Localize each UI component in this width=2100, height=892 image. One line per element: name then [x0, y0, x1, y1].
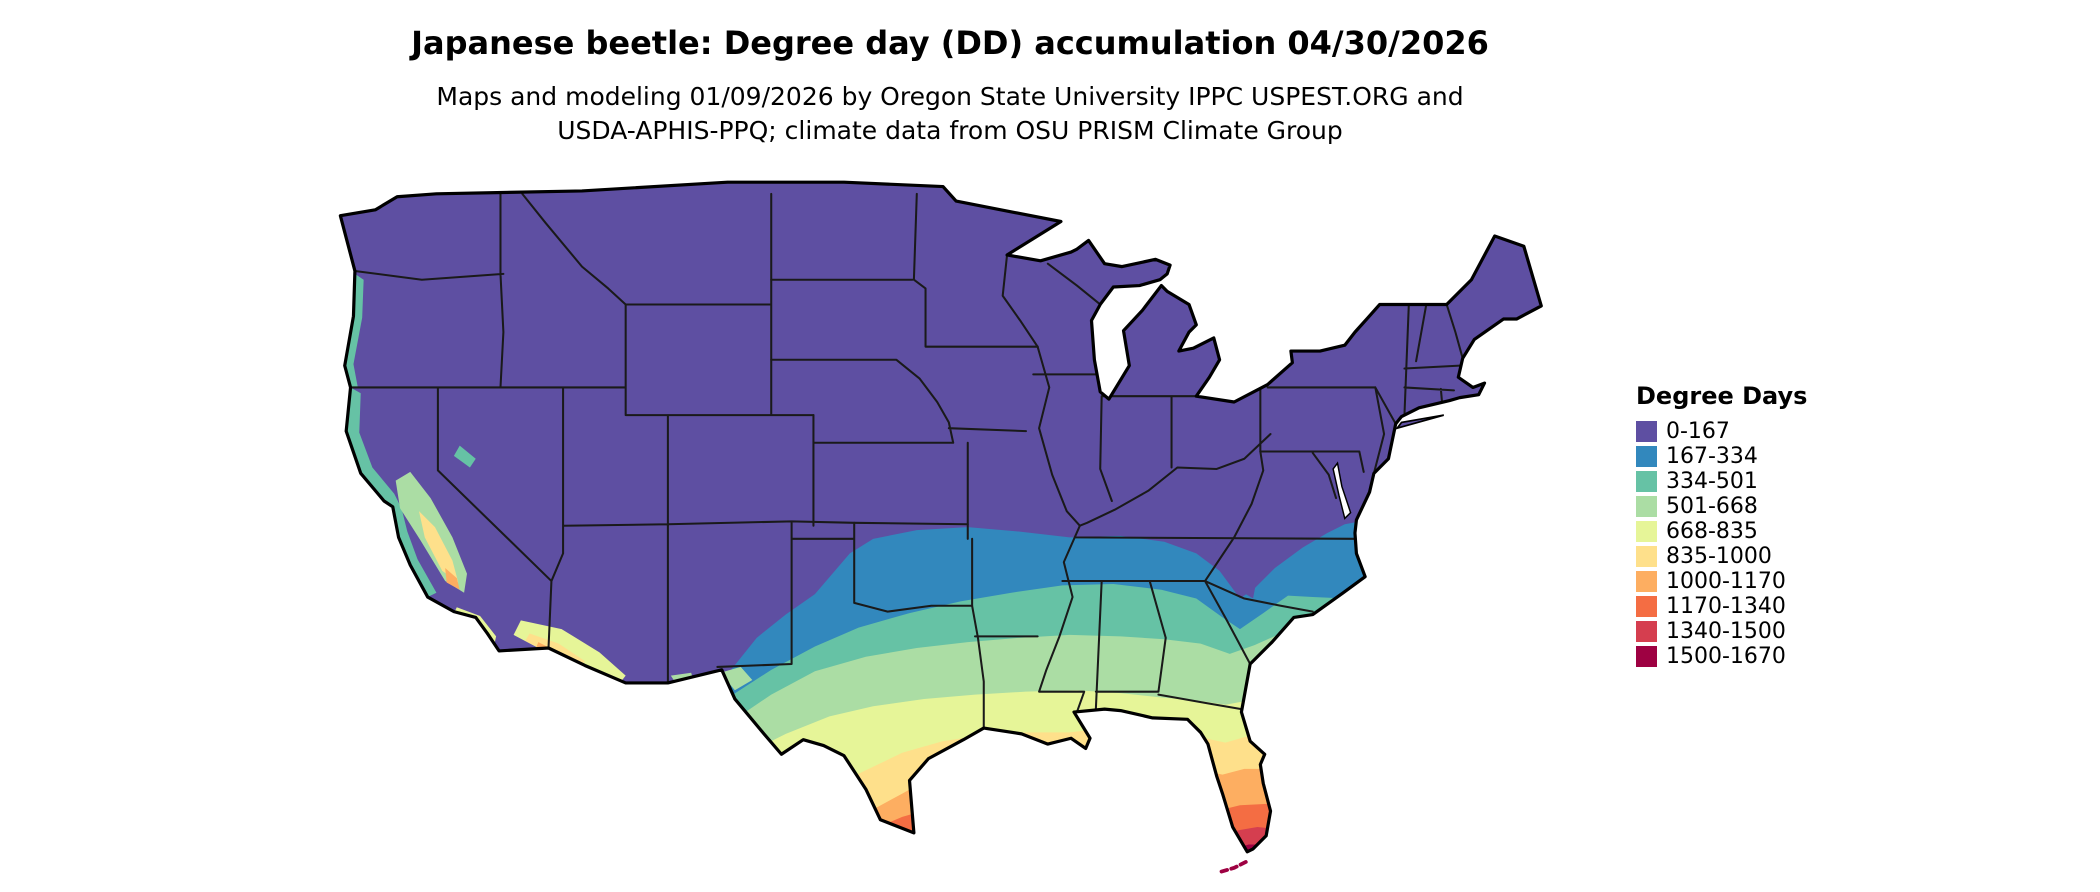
band-1000-1170 [844, 746, 1412, 852]
west-nevada-patch [453, 445, 476, 468]
band-0-167 [340, 182, 1542, 852]
legend-item: 501-668 [1636, 494, 1807, 519]
florida-keys [1217, 860, 1248, 875]
legend-swatch [1636, 646, 1657, 667]
legend-item: 668-835 [1636, 519, 1807, 544]
california-coast-patch [346, 387, 437, 598]
central-valley-orange-patch [445, 567, 460, 590]
legend-label: 1500-1670 [1666, 644, 1786, 669]
legend-label: 1340-1500 [1666, 619, 1786, 644]
legend: Degree Days 0-167 167-334 334-501 501-66… [1636, 382, 1807, 669]
legend-label: 334-501 [1666, 469, 1758, 494]
legend-label: 1170-1340 [1666, 594, 1786, 619]
legend-label: 0-167 [1666, 419, 1730, 444]
legend-swatch [1636, 421, 1657, 442]
band-1170-1340 [865, 803, 1412, 852]
legend-label: 668-835 [1666, 519, 1758, 544]
legend-item: 1340-1500 [1636, 619, 1807, 644]
legend-title: Degree Days [1636, 382, 1808, 410]
legend-swatch [1636, 621, 1657, 642]
legend-item: 1000-1170 [1636, 569, 1807, 594]
oregon-coast-patch [344, 273, 364, 388]
legend-label: 835-1000 [1666, 544, 1772, 569]
page-subtitle: Maps and modeling 01/09/2026 by Oregon S… [0, 80, 1900, 148]
us-degree-day-map [280, 172, 1590, 878]
legend-swatch [1636, 596, 1657, 617]
subtitle-line-1: Maps and modeling 01/09/2026 by Oregon S… [436, 82, 1464, 111]
central-valley-yellow-patch [418, 511, 459, 583]
band-668-835 [727, 690, 1412, 852]
legend-item: 334-501 [1636, 469, 1807, 494]
legend-label: 167-334 [1666, 444, 1758, 469]
map-fill-layers [340, 182, 1542, 852]
legend-label: 1000-1170 [1666, 569, 1786, 594]
legend-swatch [1636, 446, 1657, 467]
us-outline [338, 180, 1543, 854]
long-island [1394, 414, 1444, 430]
legend-item: 0-167 [1636, 419, 1807, 444]
legend-swatch [1636, 496, 1657, 517]
legend-swatch [1636, 546, 1657, 567]
legend-swatch [1636, 471, 1657, 492]
legend-item: 167-334 [1636, 444, 1807, 469]
chesapeake-bay [1332, 461, 1352, 520]
state-borders [349, 192, 1464, 730]
page-title: Japanese beetle: Degree day (DD) accumul… [411, 24, 1489, 62]
legend-item: 835-1000 [1636, 544, 1807, 569]
legend-item: 1500-1670 [1636, 644, 1807, 669]
legend-swatch [1636, 521, 1657, 542]
legend-swatch [1636, 571, 1657, 592]
legend-item: 1170-1340 [1636, 594, 1807, 619]
subtitle-line-2: USDA-APHIS-PPQ; climate data from OSU PR… [557, 116, 1343, 145]
legend-label: 501-668 [1666, 494, 1758, 519]
us-map-svg [338, 180, 1543, 875]
